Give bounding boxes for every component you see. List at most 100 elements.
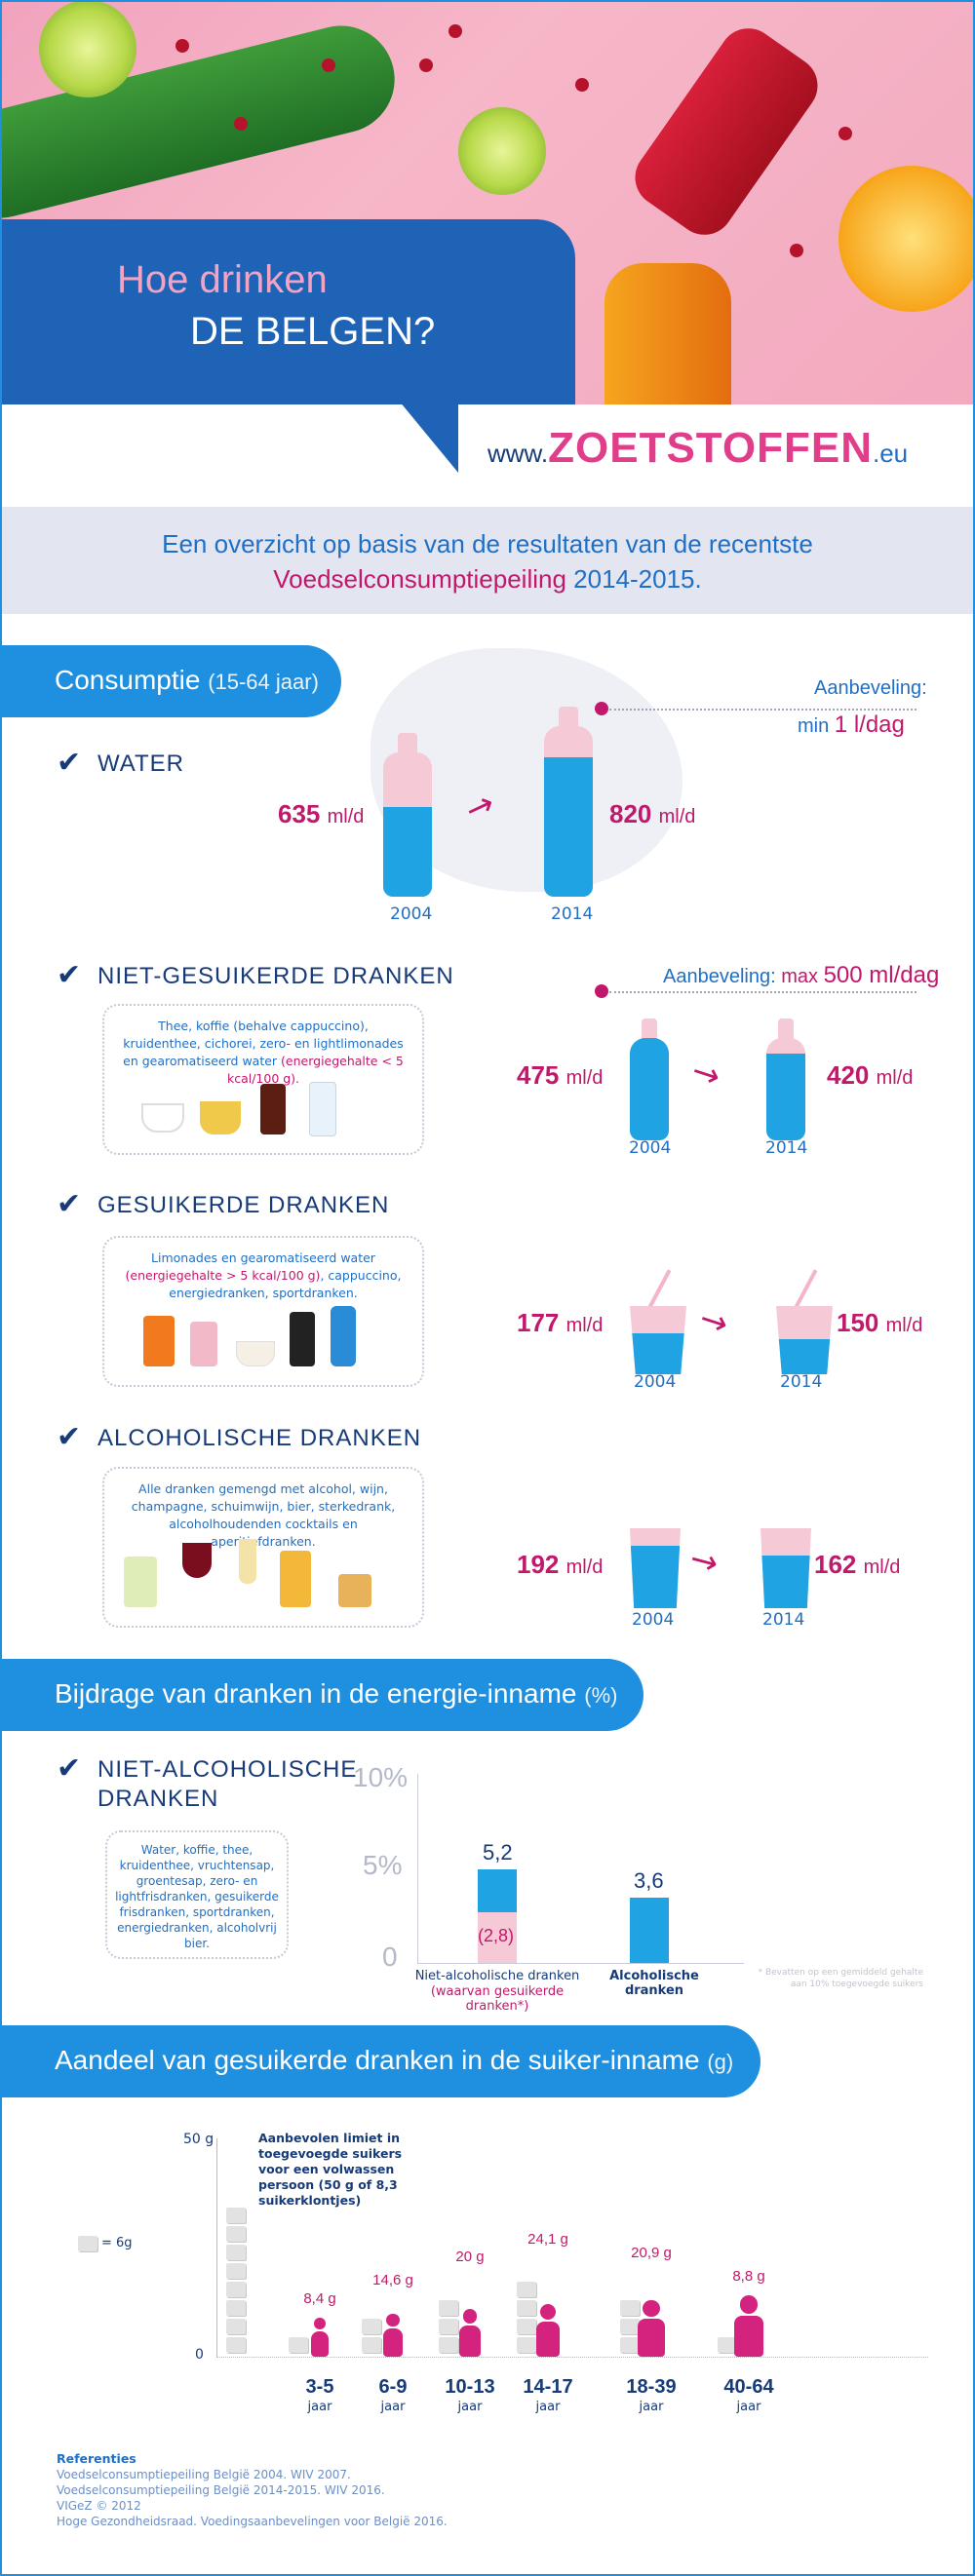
value: 162 <box>814 1550 857 1579</box>
pomegranate-seed <box>176 39 189 53</box>
check-icon: ✔ <box>57 1751 82 1786</box>
title-line1: Hoe drinken <box>117 258 328 301</box>
value: 420 <box>827 1060 870 1090</box>
age-label: 18-39 <box>626 2376 677 2398</box>
category-label: Alcoholische dranken <box>609 1969 699 1998</box>
alcohol-2004-value: 192 ml/d <box>517 1550 603 1580</box>
y-tick: 10% <box>353 1762 409 1792</box>
year-label: 2014 <box>762 1610 805 1630</box>
water-2014-value: 820 ml/d <box>609 799 695 829</box>
age-unit-label: jaar <box>380 2400 406 2414</box>
niet-2004-value: 475 ml/d <box>517 1060 603 1091</box>
pomegranate-seed <box>575 78 589 92</box>
person-head <box>739 2295 759 2314</box>
rec-label: Aanbeveling: <box>663 966 776 987</box>
age-unit-label: jaar <box>736 2400 761 2414</box>
age-unit-label: jaar <box>535 2400 561 2414</box>
rec-prefix: max <box>781 966 819 987</box>
y-zero-label: 0 <box>195 2347 204 2363</box>
lime-slice <box>39 0 136 97</box>
bottle-2004 <box>383 733 432 897</box>
year-label: 2004 <box>632 1610 675 1630</box>
age-label: 10-13 <box>445 2376 495 2398</box>
bar-sub-label: (2,8) <box>478 1926 515 1946</box>
rec-prefix: min <box>798 715 830 737</box>
title-banner-tail <box>390 390 458 473</box>
person-body <box>535 2322 561 2357</box>
arrow-icon: → <box>686 1051 725 1097</box>
sugar-cube-icon <box>362 2319 381 2334</box>
y-tick: 0 <box>382 1942 398 1972</box>
sugar-cube-icon <box>362 2337 381 2353</box>
year-label: 2004 <box>629 1138 672 1158</box>
heading-niet-alcoholisch: NIET-ALCOHOLISCHE <box>98 1756 358 1783</box>
intro-band: Een overzicht op basis van de resultaten… <box>0 507 975 614</box>
bar-label: 3,6 <box>634 1868 664 1894</box>
desc-note: (energiegehalte < 5 kcal/100 g). <box>226 1054 404 1086</box>
bottle-fill <box>544 756 593 897</box>
year-label: 2014 <box>780 1372 823 1392</box>
desc-text: Alle dranken gemengd met alcohol, wijn, … <box>131 1481 396 1549</box>
age-label: 6-9 <box>378 2376 408 2398</box>
check-icon: ✔ <box>57 1187 82 1221</box>
x-axis <box>417 1963 744 1964</box>
heading-alcohol: ALCOHOLISCHE DRANKEN <box>98 1425 422 1451</box>
sugar-value-label: 20 g <box>455 2249 485 2266</box>
heading-gesuikerd: GESUIKERDE DRANKEN <box>98 1192 390 1218</box>
value: 192 <box>517 1550 560 1579</box>
energy-footnote: * Bevatten op een gemiddeld gehalte aan … <box>758 1968 923 1989</box>
year-label: 2014 <box>551 904 594 924</box>
site-prefix: www. <box>488 439 549 468</box>
heading-water: WATER <box>98 750 184 777</box>
age-unit-label: jaar <box>639 2400 664 2414</box>
heading-niet-gesuikerd: NIET-GESUIKERDE DRANKEN <box>98 963 454 989</box>
sugar-cube-icon <box>226 2208 246 2223</box>
references: Referenties Voedselconsumptiepeiling Bel… <box>57 2451 448 2529</box>
orange-soda-icon <box>143 1316 175 1366</box>
year-label: 2004 <box>390 904 433 924</box>
desc-text: Thee, koffie (behalve cappuccino), kruid… <box>118 1018 409 1088</box>
pomegranate-seed <box>419 58 433 72</box>
tab-sub: (15-64 jaar) <box>208 670 319 694</box>
bottle-fill <box>766 1053 805 1140</box>
tea-glass-icon <box>200 1101 241 1134</box>
sugar-value-label: 14,6 g <box>372 2272 413 2289</box>
category-sub-label: (waarvan gesuikerde dranken*) <box>430 1984 565 2014</box>
bottle-2014 <box>544 707 593 897</box>
limit-text: Aanbevolen limiet in toegevoegde suikers… <box>258 2131 403 2208</box>
reference-line: Voedselconsumptiepeiling België 2004. WI… <box>57 2468 351 2481</box>
tab-sub: (g) <box>707 2050 734 2074</box>
person-head <box>643 2299 660 2318</box>
check-icon: ✔ <box>57 1420 82 1454</box>
y-axis <box>417 1774 418 1964</box>
cup-fill <box>630 1333 686 1374</box>
whisky-glass-icon <box>338 1574 371 1607</box>
desc-gesuikerd: Limonades en gearomatiseerd water (energ… <box>102 1236 424 1387</box>
site-url[interactable]: www.ZOETSTOFFEN.eu <box>488 424 908 473</box>
red-bottle <box>623 17 830 247</box>
value: 150 <box>837 1308 879 1337</box>
references-title: Referenties <box>57 2451 136 2466</box>
bottle-fill <box>383 807 432 897</box>
cup-fill <box>776 1338 833 1374</box>
y-axis <box>216 2138 217 2358</box>
section-tab-consumptie: Consumptie (15-64 jaar) <box>0 645 341 717</box>
person-body <box>382 2327 404 2357</box>
milkshake-icon <box>190 1322 217 1366</box>
y-top-label: 50 g <box>183 2132 214 2147</box>
section-tab-suiker: Aandeel van gesuikerde dranken in de sui… <box>0 2025 760 2097</box>
glass-fill <box>760 1555 811 1608</box>
bottle-fill <box>630 1038 669 1140</box>
water-2004-value: 635 ml/d <box>278 799 364 829</box>
tab-title: Consumptie <box>55 665 201 695</box>
bar-gesuikerd-part <box>478 1912 517 1963</box>
sugar-cube-icon <box>439 2319 458 2334</box>
intro-years: 2014-2015. <box>566 564 702 594</box>
person-head <box>539 2304 556 2321</box>
tab-title: Aandeel van gesuikerde dranken in de sui… <box>55 2045 700 2075</box>
rec-dotted-line <box>609 709 916 711</box>
desc-niet-gesuikerd: Thee, koffie (behalve cappuccino), kruid… <box>102 1004 424 1155</box>
person-body <box>734 2316 763 2357</box>
water-rec-label: Aanbeveling: <box>814 677 927 699</box>
person-body <box>310 2331 330 2357</box>
